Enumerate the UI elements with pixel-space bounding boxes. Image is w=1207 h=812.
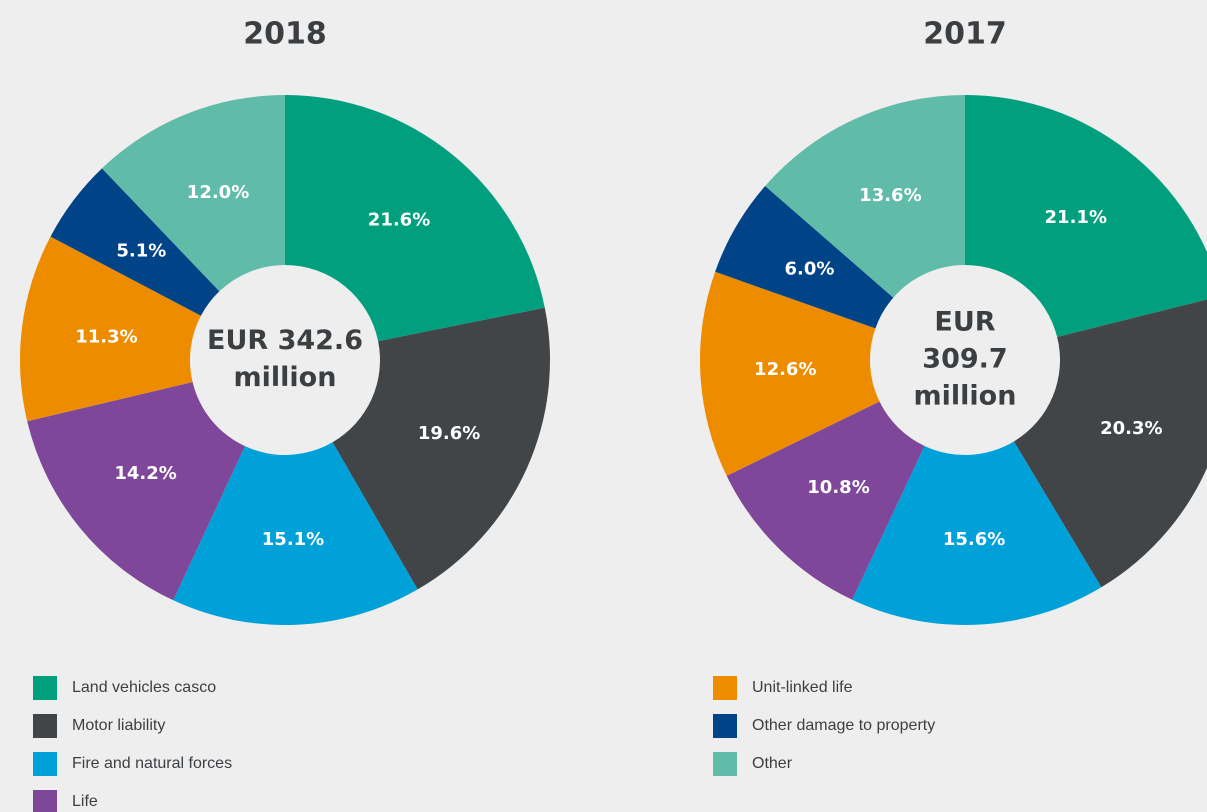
slice bbox=[50, 168, 220, 316]
slice-label: 21.6% bbox=[368, 210, 430, 231]
slice-label: 10.8% bbox=[807, 477, 869, 498]
legend-swatch bbox=[33, 676, 57, 700]
slice-label: 12.6% bbox=[754, 359, 816, 380]
chart-title: 2018 bbox=[243, 17, 327, 52]
legend-label: Other bbox=[752, 755, 793, 772]
slice bbox=[20, 236, 201, 422]
slice bbox=[27, 381, 245, 601]
legend-label: Land vehicles casco bbox=[72, 679, 216, 696]
chart-title: 2017 bbox=[923, 17, 1007, 52]
slice-label: 19.6% bbox=[418, 423, 480, 444]
legend-label: Other damage to property bbox=[752, 717, 935, 734]
slice-label: 21.1% bbox=[1045, 207, 1107, 228]
legend-swatch bbox=[33, 714, 57, 738]
slice bbox=[965, 95, 1207, 337]
slice-label: 15.6% bbox=[943, 529, 1005, 550]
legend-swatch bbox=[713, 676, 737, 700]
center-label: EUR bbox=[934, 307, 995, 338]
legend-swatch bbox=[33, 790, 57, 812]
slice-label: 15.1% bbox=[262, 529, 324, 550]
slice bbox=[285, 95, 545, 342]
slice-label: 6.0% bbox=[785, 258, 835, 279]
legend-swatch bbox=[33, 752, 57, 776]
legend-swatch bbox=[713, 752, 737, 776]
slice bbox=[173, 442, 418, 626]
slice-label: 11.3% bbox=[75, 326, 137, 347]
slice bbox=[332, 307, 550, 590]
legend-label: Unit-linked life bbox=[752, 679, 853, 696]
legend-label: Fire and natural forces bbox=[72, 755, 232, 772]
slice bbox=[852, 441, 1102, 625]
slice bbox=[699, 271, 880, 476]
slice bbox=[765, 95, 965, 298]
slice-label: 5.1% bbox=[116, 241, 166, 262]
slice-label: 14.2% bbox=[114, 463, 176, 484]
slice bbox=[715, 186, 894, 329]
center-label: 309.7 bbox=[922, 344, 1007, 375]
legend-label: Life bbox=[72, 793, 98, 810]
slice-label: 13.6% bbox=[859, 185, 921, 206]
legend-swatch bbox=[713, 714, 737, 738]
slice bbox=[1013, 299, 1207, 588]
center-label: million bbox=[234, 362, 337, 393]
center-label: million bbox=[914, 381, 1017, 412]
legend-label: Motor liability bbox=[72, 717, 165, 734]
slice-label: 12.0% bbox=[187, 182, 249, 203]
slice-label: 20.3% bbox=[1100, 418, 1162, 439]
slice bbox=[726, 401, 925, 600]
slice bbox=[101, 95, 286, 292]
center-label: EUR 342.6 bbox=[207, 325, 363, 356]
